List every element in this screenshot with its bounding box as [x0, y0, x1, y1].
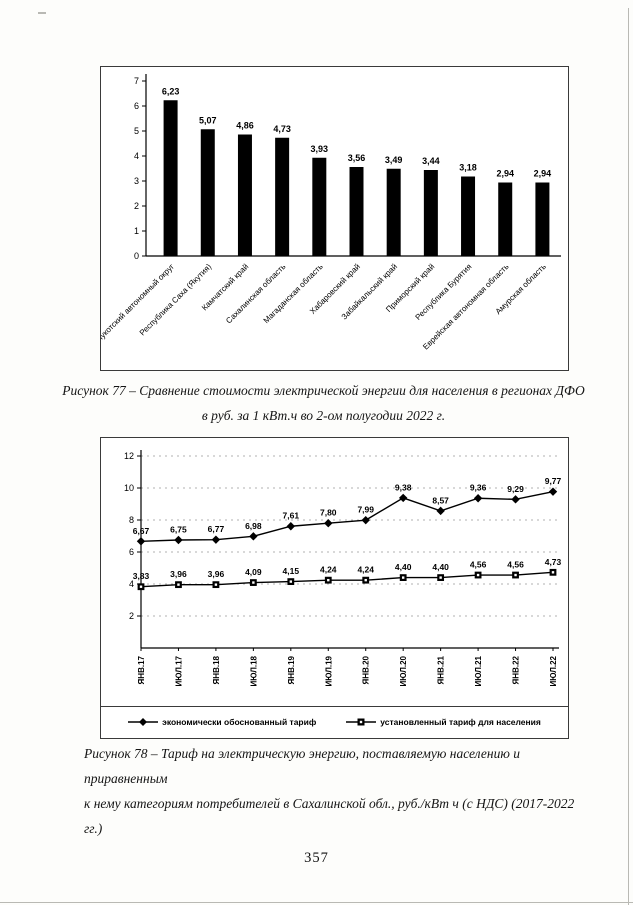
svg-text:3,44: 3,44 [422, 156, 440, 166]
square-marker-icon [346, 718, 377, 725]
svg-text:7,99: 7,99 [357, 505, 374, 515]
svg-text:4,86: 4,86 [236, 121, 254, 131]
svg-text:2,94: 2,94 [496, 169, 514, 179]
svg-text:3: 3 [134, 176, 139, 186]
svg-text:8,57: 8,57 [432, 495, 449, 505]
svg-text:2: 2 [134, 201, 139, 211]
svg-text:3,83: 3,83 [133, 571, 150, 581]
scan-edge-top-left [38, 12, 46, 14]
svg-text:ЯНВ.22: ЯНВ.22 [512, 655, 521, 684]
diamond-marker-icon [128, 717, 159, 726]
svg-text:9,77: 9,77 [545, 476, 562, 486]
svg-text:ИЮЛ.19: ИЮЛ.19 [324, 655, 333, 686]
svg-text:6: 6 [134, 101, 139, 111]
figure-78-legend: экономически обоснованный тариф установле… [101, 706, 568, 736]
svg-text:6,67: 6,67 [133, 526, 150, 536]
svg-text:4,24: 4,24 [357, 565, 374, 575]
svg-text:3,18: 3,18 [459, 163, 477, 173]
svg-text:4,15: 4,15 [283, 566, 300, 576]
figure-78-caption-line1: Рисунок 78 – Тариф на электрическую энер… [84, 746, 520, 786]
svg-text:4,56: 4,56 [507, 560, 524, 570]
svg-text:3,96: 3,96 [170, 569, 187, 579]
svg-text:4,73: 4,73 [273, 124, 291, 134]
figure-77-chart: 0 1 2 3 4 5 6 7 6,23 Чукотский автономный округ 5,… [100, 66, 569, 371]
figure-78-svg: 2 4 6 8 10 12 ЯНВ.17 ИЮЛ.17 ЯНВ.18 ИЮЛ.18 ЯНВ.19 ИЮ… [124, 450, 562, 686]
svg-text:7,61: 7,61 [283, 511, 300, 521]
svg-text:9,38: 9,38 [395, 482, 412, 492]
svg-text:6,23: 6,23 [162, 86, 180, 96]
svg-text:6,98: 6,98 [245, 521, 262, 531]
svg-text:7,80: 7,80 [320, 508, 337, 518]
svg-text:Республика Саха (Якутия): Республика Саха (Якутия) [138, 262, 214, 338]
legend-label: установленный тариф для населения [380, 716, 541, 727]
svg-text:ИЮЛ.17: ИЮЛ.17 [174, 655, 183, 686]
svg-text:2,94: 2,94 [534, 169, 552, 179]
legend-item: экономически обоснованный тариф [128, 717, 316, 727]
scan-edge-bottom [0, 902, 633, 903]
svg-text:4,09: 4,09 [245, 567, 262, 577]
svg-text:4: 4 [134, 151, 139, 161]
svg-text:6,75: 6,75 [170, 525, 187, 535]
svg-text:5,07: 5,07 [199, 115, 217, 125]
svg-text:ЯНВ.17: ЯНВ.17 [137, 655, 146, 684]
svg-text:3,93: 3,93 [311, 144, 329, 154]
svg-text:12: 12 [124, 451, 134, 461]
svg-text:4,40: 4,40 [395, 562, 412, 572]
svg-text:0: 0 [134, 251, 139, 261]
svg-text:4,24: 4,24 [320, 565, 337, 575]
svg-text:ИЮЛ.20: ИЮЛ.20 [399, 655, 408, 686]
svg-text:4,73: 4,73 [545, 557, 562, 567]
svg-text:6: 6 [129, 547, 134, 557]
legend-item: установленный тариф для населения [346, 717, 541, 727]
figure-78-caption-line2: к нему категориям потребителей в Сахалин… [84, 796, 575, 836]
figure-77-caption: Рисунок 77 – Сравнение стоимости электри… [62, 378, 585, 428]
svg-text:3,56: 3,56 [348, 153, 366, 163]
svg-text:4: 4 [129, 579, 134, 589]
svg-text:2: 2 [129, 611, 134, 621]
svg-text:6,77: 6,77 [208, 524, 225, 534]
legend-label: экономически обоснованный тариф [162, 716, 317, 727]
figure-77-plot: 0 1 2 3 4 5 6 7 6,23 Чукотский автономный округ 5,… [101, 67, 568, 368]
figure-77-caption-line1: Рисунок 77 – Сравнение стоимости электри… [62, 383, 585, 398]
svg-text:ЯНВ.20: ЯНВ.20 [362, 655, 371, 684]
svg-text:4,56: 4,56 [470, 560, 487, 570]
page-number: 357 [304, 850, 329, 866]
svg-text:7: 7 [134, 76, 139, 86]
figure-78-chart: 2 4 6 8 10 12 ЯНВ.17 ИЮЛ.17 ЯНВ.18 ИЮЛ.18 ЯНВ.19 ИЮ… [100, 437, 569, 739]
svg-text:1: 1 [134, 226, 139, 236]
svg-text:ИЮЛ.22: ИЮЛ.22 [549, 655, 558, 686]
svg-text:ЯНВ.21: ЯНВ.21 [437, 655, 446, 684]
svg-text:3,49: 3,49 [385, 155, 403, 165]
svg-text:ИЮЛ.21: ИЮЛ.21 [474, 655, 483, 686]
svg-text:9,36: 9,36 [470, 483, 487, 493]
svg-text:10: 10 [124, 483, 134, 493]
svg-text:ИЮЛ.18: ИЮЛ.18 [249, 655, 258, 686]
svg-text:ЯНВ.18: ЯНВ.18 [212, 655, 221, 684]
svg-text:ЯНВ.19: ЯНВ.19 [287, 655, 296, 684]
figure-78-caption: Рисунок 78 – Тариф на электрическую энер… [84, 741, 591, 841]
svg-text:3,96: 3,96 [208, 569, 225, 579]
svg-text:5: 5 [134, 126, 139, 136]
figure-78-plot: 2 4 6 8 10 12 ЯНВ.17 ИЮЛ.17 ЯНВ.18 ИЮЛ.18 ЯНВ.19 ИЮ… [101, 438, 568, 706]
svg-text:8: 8 [129, 515, 134, 525]
figure-77-caption-line2: в руб. за 1 кВт.ч во 2-ом полугодии 2022… [201, 408, 446, 423]
scan-edge-right [628, 8, 629, 905]
svg-text:9,29: 9,29 [507, 484, 524, 494]
svg-text:4,40: 4,40 [432, 562, 449, 572]
